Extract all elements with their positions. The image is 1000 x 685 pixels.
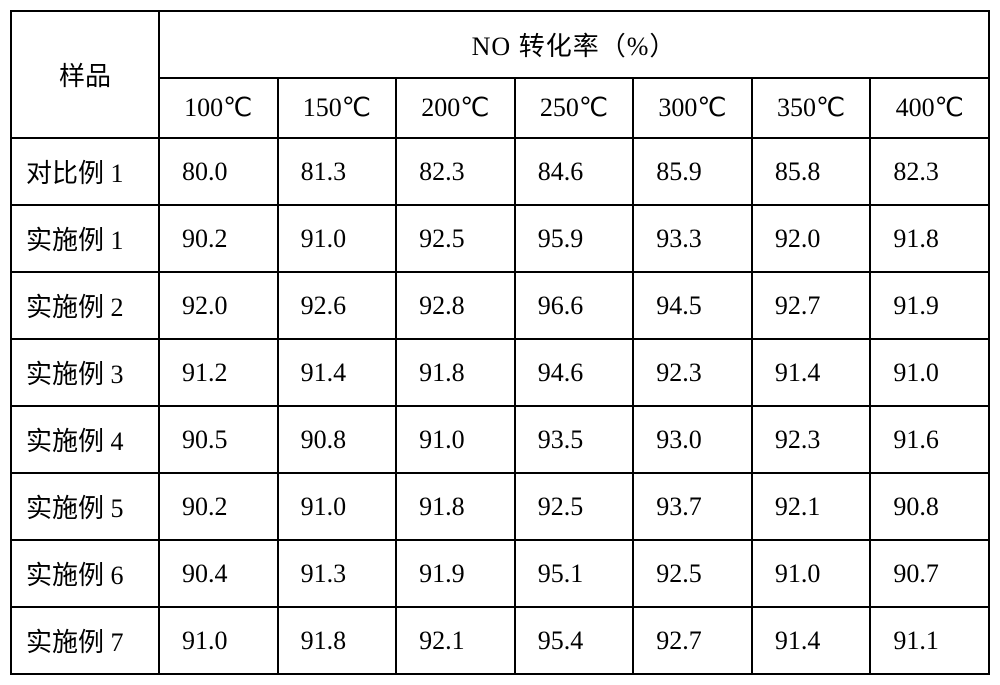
data-cell: 91.3	[278, 540, 397, 607]
data-cell: 92.5	[633, 540, 752, 607]
data-cell: 93.3	[633, 205, 752, 272]
data-cell: 95.1	[515, 540, 634, 607]
data-cell: 91.0	[278, 205, 397, 272]
data-cell: 84.6	[515, 138, 634, 205]
table-row: 实施例 690.491.391.995.192.591.090.7	[11, 540, 989, 607]
table-row: 实施例 490.590.891.093.593.092.391.6	[11, 406, 989, 473]
data-cell: 94.5	[633, 272, 752, 339]
data-cell: 94.6	[515, 339, 634, 406]
col-header-0: 100℃	[159, 78, 278, 138]
data-cell: 91.0	[396, 406, 515, 473]
data-cell: 90.8	[278, 406, 397, 473]
col-header-6: 400℃	[870, 78, 989, 138]
table-row: 实施例 190.291.092.595.993.392.091.8	[11, 205, 989, 272]
data-cell: 92.5	[396, 205, 515, 272]
header-row-1: 样品 NO 转化率（%）	[11, 11, 989, 78]
top-header: NO 转化率（%）	[159, 11, 989, 78]
data-cell: 92.3	[633, 339, 752, 406]
row-label: 实施例 7	[11, 607, 159, 674]
table-head: 样品 NO 转化率（%） 100℃150℃200℃250℃300℃350℃400…	[11, 11, 989, 138]
data-cell: 95.4	[515, 607, 634, 674]
data-cell: 91.9	[396, 540, 515, 607]
data-cell: 90.4	[159, 540, 278, 607]
data-cell: 85.9	[633, 138, 752, 205]
data-cell: 93.7	[633, 473, 752, 540]
data-cell: 92.7	[752, 272, 871, 339]
data-cell: 91.8	[278, 607, 397, 674]
col-header-4: 300℃	[633, 78, 752, 138]
data-cell: 92.1	[396, 607, 515, 674]
data-cell: 92.3	[752, 406, 871, 473]
data-cell: 96.6	[515, 272, 634, 339]
table-row: 实施例 590.291.091.892.593.792.190.8	[11, 473, 989, 540]
data-cell: 91.4	[752, 607, 871, 674]
data-cell: 91.0	[870, 339, 989, 406]
data-cell: 91.6	[870, 406, 989, 473]
row-label-header: 样品	[11, 11, 159, 138]
row-label: 实施例 1	[11, 205, 159, 272]
data-cell: 85.8	[752, 138, 871, 205]
col-header-3: 250℃	[515, 78, 634, 138]
data-cell: 93.0	[633, 406, 752, 473]
data-cell: 93.5	[515, 406, 634, 473]
data-cell: 90.2	[159, 205, 278, 272]
row-label: 实施例 6	[11, 540, 159, 607]
table-row: 对比例 180.081.382.384.685.985.882.3	[11, 138, 989, 205]
data-cell: 91.0	[752, 540, 871, 607]
data-cell: 82.3	[396, 138, 515, 205]
data-cell: 92.8	[396, 272, 515, 339]
data-cell: 95.9	[515, 205, 634, 272]
data-cell: 90.5	[159, 406, 278, 473]
col-header-2: 200℃	[396, 78, 515, 138]
data-cell: 91.2	[159, 339, 278, 406]
col-header-1: 150℃	[278, 78, 397, 138]
row-label: 实施例 5	[11, 473, 159, 540]
row-label: 实施例 4	[11, 406, 159, 473]
table-row: 实施例 391.291.491.894.692.391.491.0	[11, 339, 989, 406]
row-label: 实施例 2	[11, 272, 159, 339]
data-cell: 91.1	[870, 607, 989, 674]
data-cell: 91.0	[159, 607, 278, 674]
table-row: 实施例 292.092.692.896.694.592.791.9	[11, 272, 989, 339]
data-cell: 91.8	[396, 339, 515, 406]
data-cell: 91.9	[870, 272, 989, 339]
data-cell: 92.6	[278, 272, 397, 339]
data-cell: 92.7	[633, 607, 752, 674]
data-cell: 91.4	[278, 339, 397, 406]
data-cell: 90.8	[870, 473, 989, 540]
data-cell: 81.3	[278, 138, 397, 205]
data-cell: 91.4	[752, 339, 871, 406]
data-cell: 90.2	[159, 473, 278, 540]
data-table: 样品 NO 转化率（%） 100℃150℃200℃250℃300℃350℃400…	[10, 10, 990, 675]
data-cell: 80.0	[159, 138, 278, 205]
data-cell: 92.1	[752, 473, 871, 540]
data-cell: 91.8	[870, 205, 989, 272]
data-cell: 91.0	[278, 473, 397, 540]
data-cell: 91.8	[396, 473, 515, 540]
table-body: 对比例 180.081.382.384.685.985.882.3实施例 190…	[11, 138, 989, 674]
table-row: 实施例 791.091.892.195.492.791.491.1	[11, 607, 989, 674]
data-cell: 92.5	[515, 473, 634, 540]
row-label: 实施例 3	[11, 339, 159, 406]
data-cell: 92.0	[159, 272, 278, 339]
col-header-5: 350℃	[752, 78, 871, 138]
data-cell: 92.0	[752, 205, 871, 272]
data-cell: 82.3	[870, 138, 989, 205]
row-label: 对比例 1	[11, 138, 159, 205]
data-cell: 90.7	[870, 540, 989, 607]
